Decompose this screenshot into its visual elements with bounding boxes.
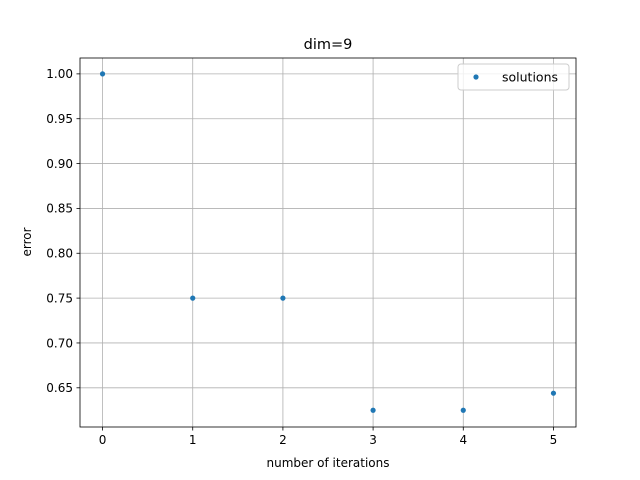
data-point <box>370 407 376 413</box>
data-point <box>280 295 286 301</box>
data-point <box>190 295 196 301</box>
y-tick-label: 0.65 <box>46 381 73 395</box>
x-tick-label: 4 <box>459 433 467 447</box>
data-point <box>550 390 557 396</box>
grid <box>80 58 576 427</box>
x-tick-label: 5 <box>550 433 558 447</box>
data-point <box>99 71 106 77</box>
y-tick-label: 0.80 <box>46 247 73 261</box>
plot-frame <box>79 57 577 428</box>
data-points <box>99 71 557 413</box>
legend-label-solutions: solutions <box>502 70 558 85</box>
chart-title: dim=9 <box>304 37 353 53</box>
y-tick-label: 0.90 <box>46 157 73 171</box>
x-tick-label: 3 <box>369 433 377 447</box>
y-axis-label: error <box>20 227 34 256</box>
x-tick-label: 2 <box>279 433 287 447</box>
y-tick-label: 1.00 <box>46 67 73 81</box>
legend-marker <box>473 74 479 80</box>
x-tick-label: 1 <box>189 433 197 447</box>
data-point <box>460 407 466 413</box>
y-tick-label: 0.85 <box>46 202 73 216</box>
ticks: 0 1 2 3 4 5 0.65 0.70 0.75 0.80 0.85 0.90 0.95 1.00 <box>46 67 557 447</box>
legend-box <box>457 63 570 91</box>
y-tick-label: 0.70 <box>46 336 73 350</box>
x-tick-label: 0 <box>99 433 107 447</box>
y-tick-label: 0.95 <box>46 112 73 126</box>
y-tick-label: 0.75 <box>46 291 73 305</box>
x-axis-label: number of iterations <box>267 456 390 470</box>
legend: solutions <box>457 63 570 91</box>
